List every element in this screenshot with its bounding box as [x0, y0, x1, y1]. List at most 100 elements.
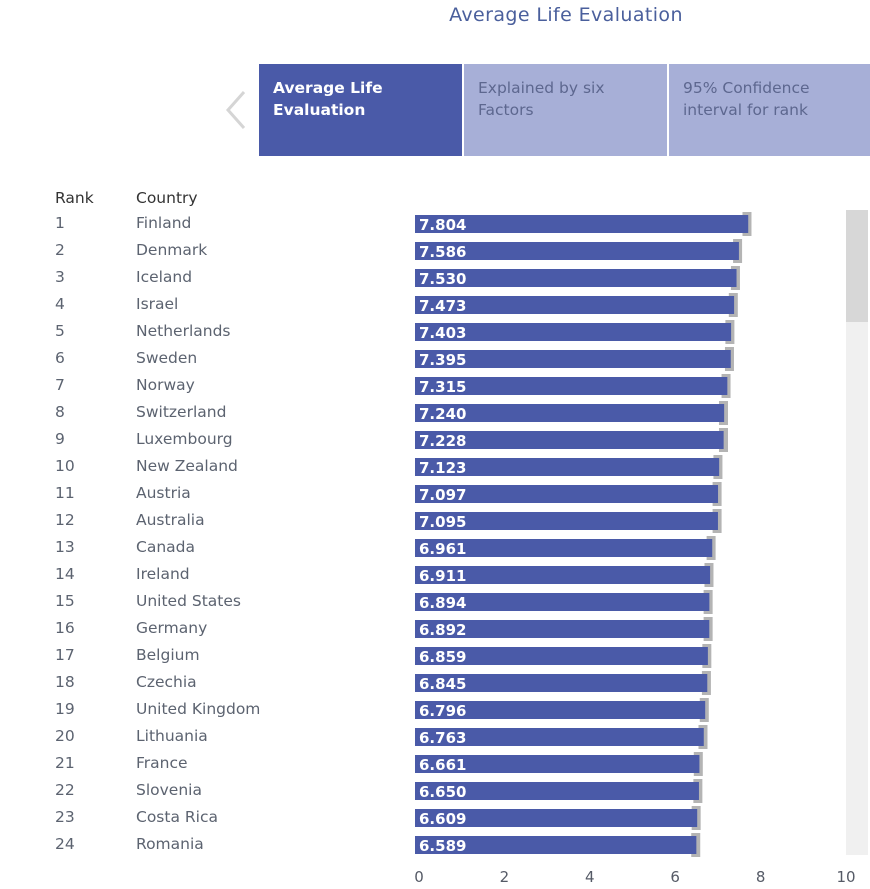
- rank-cell: 22: [55, 781, 75, 799]
- bar-value-label: 6.859: [419, 648, 466, 666]
- bar-value-label: 7.095: [419, 513, 466, 531]
- bar[interactable]: [415, 458, 720, 476]
- bar-value-label: 6.961: [419, 540, 466, 558]
- rank-cell: 8: [55, 403, 65, 421]
- country-cell: Luxembourg: [136, 430, 233, 448]
- country-cell: Denmark: [136, 241, 208, 259]
- country-cell: Czechia: [136, 673, 197, 691]
- bar-value-label: 7.123: [419, 459, 466, 477]
- rank-cell: 18: [55, 673, 75, 691]
- scrollbar-track[interactable]: [846, 210, 868, 855]
- country-cell: Romania: [136, 835, 204, 853]
- rank-cell: 15: [55, 592, 75, 610]
- country-cell: United Kingdom: [136, 700, 261, 718]
- bar[interactable]: [415, 620, 710, 638]
- bar[interactable]: [415, 404, 725, 422]
- bar[interactable]: [415, 782, 699, 800]
- bar[interactable]: [415, 296, 735, 314]
- bar-value-label: 7.240: [419, 405, 466, 423]
- bar-value-label: 7.473: [419, 297, 466, 315]
- rank-cell: 11: [55, 484, 75, 502]
- country-cell: Israel: [136, 295, 179, 313]
- bar-value-label: 6.845: [419, 675, 466, 693]
- rank-cell: 5: [55, 322, 65, 340]
- chevron-left-icon[interactable]: [222, 88, 250, 132]
- bar[interactable]: [415, 593, 710, 611]
- country-cell: France: [136, 754, 188, 772]
- bar[interactable]: [415, 377, 728, 395]
- country-cell: Belgium: [136, 646, 200, 664]
- bar-value-label: 7.804: [419, 216, 466, 234]
- country-cell: Norway: [136, 376, 195, 394]
- bar-value-label: 7.395: [419, 351, 466, 369]
- country-cell: Iceland: [136, 268, 193, 286]
- bar[interactable]: [415, 350, 731, 368]
- country-cell: Australia: [136, 511, 205, 529]
- rank-column-header: Rank: [55, 189, 94, 207]
- bar[interactable]: [415, 566, 711, 584]
- bar[interactable]: [415, 485, 719, 503]
- x-tick-label: 4: [585, 868, 595, 886]
- rank-cell: 10: [55, 457, 75, 475]
- bar-value-label: 7.315: [419, 378, 466, 396]
- bar[interactable]: [415, 701, 706, 719]
- country-cell: Lithuania: [136, 727, 208, 745]
- rank-cell: 1: [55, 214, 65, 232]
- bar[interactable]: [415, 431, 724, 449]
- country-column-header: Country: [136, 189, 198, 207]
- rank-cell: 12: [55, 511, 75, 529]
- x-tick-label: 2: [500, 868, 510, 886]
- rank-cell: 13: [55, 538, 75, 556]
- scrollbar-thumb[interactable]: [846, 210, 868, 322]
- country-cell: United States: [136, 592, 241, 610]
- bar-value-label: 7.228: [419, 432, 466, 450]
- bar[interactable]: [415, 512, 718, 530]
- country-cell: Austria: [136, 484, 191, 502]
- bar[interactable]: [415, 809, 698, 827]
- bar[interactable]: [415, 647, 708, 665]
- country-cell: Netherlands: [136, 322, 231, 340]
- rank-cell: 23: [55, 808, 75, 826]
- bar-value-label: 7.530: [419, 270, 466, 288]
- rank-cell: 24: [55, 835, 75, 853]
- rank-cell: 14: [55, 565, 75, 583]
- bar-value-label: 6.650: [419, 783, 466, 801]
- country-cell: Costa Rica: [136, 808, 218, 826]
- x-tick-label: 10: [836, 868, 855, 886]
- bar-value-label: 6.796: [419, 702, 466, 720]
- rank-cell: 3: [55, 268, 65, 286]
- bar[interactable]: [415, 323, 732, 341]
- country-cell: Ireland: [136, 565, 190, 583]
- bar[interactable]: [415, 215, 749, 233]
- country-cell: New Zealand: [136, 457, 238, 475]
- bar-value-label: 7.403: [419, 324, 466, 342]
- country-cell: Sweden: [136, 349, 198, 367]
- x-tick-label: 0: [414, 868, 424, 886]
- bar-value-label: 7.586: [419, 243, 466, 261]
- bar[interactable]: [415, 674, 708, 692]
- rank-cell: 19: [55, 700, 75, 718]
- x-tick-label: 8: [756, 868, 766, 886]
- bar[interactable]: [415, 836, 697, 854]
- bar[interactable]: [415, 269, 737, 287]
- bar[interactable]: [415, 728, 704, 746]
- bar[interactable]: [415, 539, 713, 557]
- country-cell: Germany: [136, 619, 208, 637]
- tab-explained-by-six-factors[interactable]: Explained by six Factors: [464, 64, 667, 156]
- bar-value-label: 6.892: [419, 621, 466, 639]
- rank-cell: 4: [55, 295, 65, 313]
- country-cell: Switzerland: [136, 403, 227, 421]
- bar[interactable]: [415, 242, 739, 260]
- x-tick-label: 6: [670, 868, 680, 886]
- tab-confidence-interval[interactable]: 95% Confidence interval for rank: [669, 64, 870, 156]
- bar-value-label: 6.589: [419, 837, 466, 855]
- bar-value-label: 6.911: [419, 567, 466, 585]
- rank-cell: 2: [55, 241, 65, 259]
- bar-value-label: 6.763: [419, 729, 466, 747]
- rank-cell: 17: [55, 646, 75, 664]
- tab-average-life-evaluation[interactable]: Average Life Evaluation: [259, 64, 462, 156]
- bar[interactable]: [415, 755, 700, 773]
- bar-value-label: 6.894: [419, 594, 466, 612]
- country-cell: Finland: [136, 214, 192, 232]
